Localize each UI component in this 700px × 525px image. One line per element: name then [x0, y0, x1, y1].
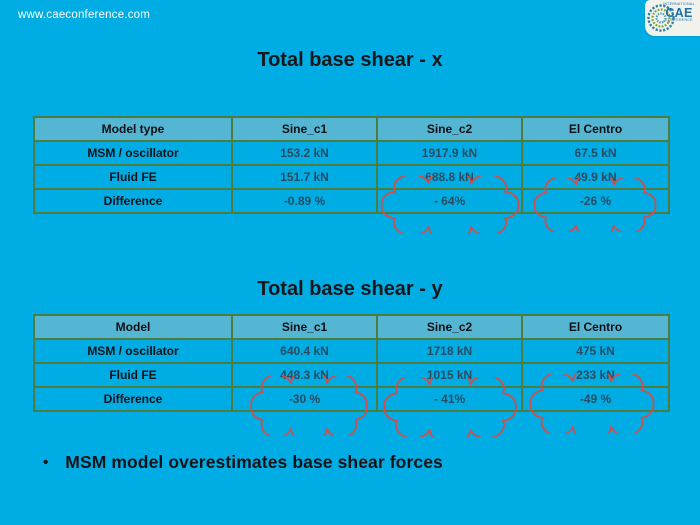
table-cell: 1917.9 kN [376, 140, 523, 166]
table-cell: 1015 kN [376, 362, 523, 388]
table-cell: -30 % [231, 386, 378, 412]
table-cell: - 64% [376, 188, 523, 214]
website-url[interactable]: www.caeconference.com [18, 9, 151, 21]
table-row: Difference -0.89 % - 64% -26 % [33, 188, 670, 214]
bullet-marker: • [43, 454, 49, 471]
table-cell: - 41% [376, 386, 523, 412]
table-cell: 1718 kN [376, 338, 523, 364]
table-row: MSM / oscillator 640.4 kN 1718 kN 475 kN [33, 338, 670, 364]
base-shear-y-table: Model Sine_c1 Sine_c2 El Centro MSM / os… [33, 314, 670, 412]
base-shear-x-table: Model type Sine_c1 Sine_c2 El Centro MSM… [33, 116, 670, 214]
table-row: Difference -30 % - 41% -49 % [33, 386, 670, 412]
row-label: Difference [33, 188, 233, 214]
table-cell: -26 % [521, 188, 670, 214]
table-cell: -0.89 % [231, 188, 378, 214]
table-cell: 640.4 kN [231, 338, 378, 364]
logo-bottom-caption: CONFERENCE [665, 18, 693, 22]
table-cell: 49.9 kN [521, 164, 670, 190]
column-header: Sine_c1 [231, 314, 378, 340]
column-header: El Centro [521, 116, 670, 142]
conclusion-bullet: • MSM model overestimates base shear for… [43, 452, 443, 473]
row-label: Fluid FE [33, 362, 233, 388]
table-row: Fluid FE 151.7 kN 688.8 kN 49.9 kN [33, 164, 670, 190]
table-cell: 151.7 kN [231, 164, 378, 190]
row-label: MSM / oscillator [33, 140, 233, 166]
cae-conference-logo: INTERNATIONAL CAE CONFERENCE [645, 0, 700, 36]
table-cell: 67.5 kN [521, 140, 670, 166]
row-label: Fluid FE [33, 164, 233, 190]
logo-cae-text: CAE [665, 5, 693, 20]
column-header: Sine_c1 [231, 116, 378, 142]
table-cell: 153.2 kN [231, 140, 378, 166]
table-row: MSM / oscillator 153.2 kN 1917.9 kN 67.5… [33, 140, 670, 166]
column-header: El Centro [521, 314, 670, 340]
row-label: MSM / oscillator [33, 338, 233, 364]
row-label: Difference [33, 386, 233, 412]
table-row: Model type Sine_c1 Sine_c2 El Centro [33, 116, 670, 142]
table-cell: 475 kN [521, 338, 670, 364]
logo-swirl-icon [647, 4, 675, 32]
section-title-x: Total base shear - x [257, 49, 443, 71]
bullet-text: MSM model overestimates base shear force… [65, 452, 443, 472]
table-cell: 233 kN [521, 362, 670, 388]
table-cell: -49 % [521, 386, 670, 412]
logo-top-caption: INTERNATIONAL [663, 2, 695, 6]
column-header: Model [33, 314, 233, 340]
section-title-y: Total base shear - y [257, 278, 443, 300]
column-header: Model type [33, 116, 233, 142]
table-cell: 448.3 kN [231, 362, 378, 388]
column-header: Sine_c2 [376, 314, 523, 340]
table-row: Model Sine_c1 Sine_c2 El Centro [33, 314, 670, 340]
table-row: Fluid FE 448.3 kN 1015 kN 233 kN [33, 362, 670, 388]
table-cell: 688.8 kN [376, 164, 523, 190]
column-header: Sine_c2 [376, 116, 523, 142]
